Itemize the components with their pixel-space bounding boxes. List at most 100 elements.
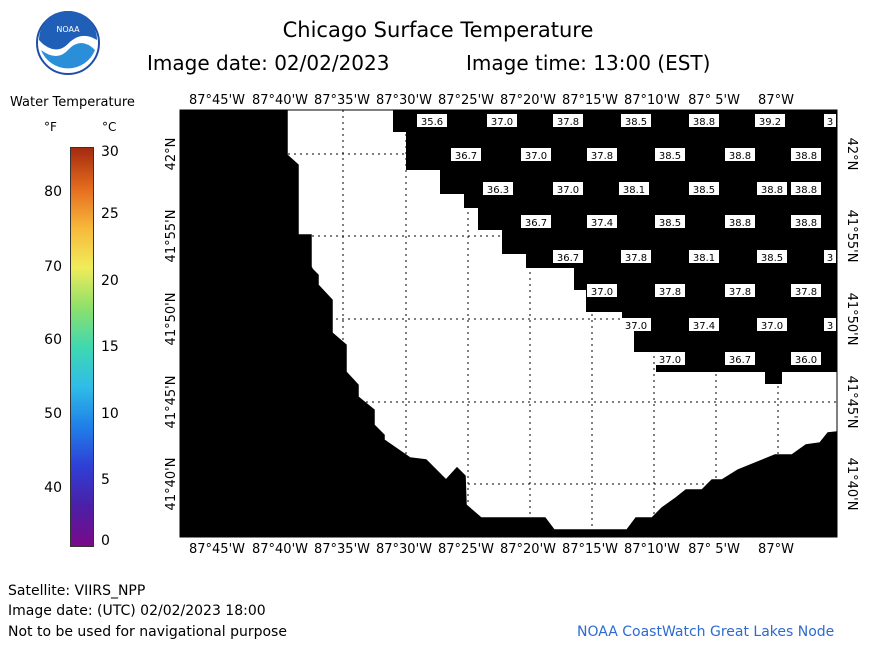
temperature-label: 3: [827, 321, 833, 332]
temperature-label-box: [791, 148, 821, 161]
lon-label: 87°10'W: [624, 93, 680, 108]
lon-label: 87°45'W: [189, 93, 245, 108]
temperature-label: 38.5: [625, 117, 647, 128]
lat-label: 41°45'N: [164, 376, 179, 429]
temperature-label-box: [553, 114, 583, 127]
temperature-label-box: [451, 148, 481, 161]
lon-label: 87°30'W: [376, 542, 432, 557]
city-marker: [303, 265, 313, 275]
temperature-label-box: [755, 114, 785, 127]
lon-label: 87°25'W: [438, 93, 494, 108]
lon-label: 87°15'W: [562, 542, 618, 557]
temperature-label-box: [655, 284, 685, 297]
tick-f: 40: [44, 480, 62, 496]
temperature-label: 37.4: [591, 218, 613, 229]
lat-label: 41°55'N: [164, 210, 179, 263]
noaa-logo: NOAA: [36, 11, 100, 75]
temperature-label: 38.8: [795, 185, 817, 196]
temperature-label-box: [689, 114, 719, 127]
temperature-label: 37.8: [659, 287, 681, 298]
temperature-colorbar: [70, 147, 94, 547]
lon-label: 87°15'W: [562, 93, 618, 108]
tick-f: 50: [44, 406, 62, 422]
temperature-label: 37.0: [625, 321, 647, 332]
temperature-label-box: [689, 318, 719, 331]
temperature-label-box: [725, 215, 755, 228]
lat-label: 41°45'N: [844, 376, 859, 429]
temperature-label: 36.0: [795, 355, 817, 366]
map-title: Chicago Surface Temperature: [282, 18, 594, 42]
tick-c: 25: [101, 206, 119, 222]
temperature-label: 37.8: [729, 287, 751, 298]
temperature-label: 38.8: [729, 151, 751, 162]
temperature-label-box: [725, 148, 755, 161]
lat-label: 41°50'N: [844, 293, 859, 346]
temperature-label-box: [521, 148, 551, 161]
lat-label: 41°40'N: [844, 458, 859, 511]
lon-label: 87°10'W: [624, 542, 680, 557]
tick-f: 60: [44, 332, 62, 348]
temperature-label-box: [824, 318, 836, 331]
tick-f: 70: [44, 259, 62, 275]
temperature-label-box: [587, 215, 617, 228]
temperature-label: 37.8: [795, 287, 817, 298]
temperature-label-box: [521, 215, 551, 228]
temperature-label-box: [757, 182, 787, 195]
city-label: Chicago: [235, 276, 299, 295]
temperature-label-box: [655, 215, 685, 228]
temperature-label-box: [824, 250, 836, 263]
temperature-label-box: [725, 284, 755, 297]
land-west: [180, 110, 837, 537]
lon-label: 87°35'W: [314, 93, 370, 108]
unit-fahrenheit: °F: [44, 120, 57, 134]
temperature-label-box: [757, 318, 787, 331]
temperature-label-box: [621, 250, 651, 263]
lon-label: 87°20'W: [500, 542, 556, 557]
coastline: [286, 110, 838, 531]
temperature-label: 38.1: [693, 253, 715, 264]
temperature-label-box: [791, 284, 821, 297]
tick-c: 15: [101, 339, 119, 355]
temperature-labels: 35.6 37.0 37.8 38.5 38.8 39.2 3 36.7 37.0 37.8 38.…: [417, 114, 836, 366]
temperature-label: 39.2: [759, 117, 781, 128]
temperature-label: 37.8: [625, 253, 647, 264]
temperature-label-box: [689, 182, 719, 195]
temperature-label-box: [621, 318, 651, 331]
temperature-label: 37.8: [557, 117, 579, 128]
temperature-label-box: [655, 148, 685, 161]
temperature-label: 36.7: [455, 151, 477, 162]
lat-labels: 42°N 41°55'N 41°50'N 41°45'N 41°40'N 42°…: [164, 138, 859, 511]
temperature-label-box: [655, 352, 685, 365]
temperature-label: 38.8: [729, 218, 751, 229]
tick-c: 0: [101, 533, 110, 549]
tick-c: 10: [101, 406, 119, 422]
lon-label: 87°45'W: [189, 542, 245, 557]
lat-label: 41°40'N: [164, 458, 179, 511]
lon-label: 87°W: [758, 93, 794, 108]
temperature-label: 37.0: [557, 185, 579, 196]
temperature-label: 36.7: [729, 355, 751, 366]
lon-label: 87° 5'W: [688, 542, 740, 557]
tick-c: 30: [101, 144, 119, 160]
temperature-label-box: [553, 182, 583, 195]
lon-label: 87°25'W: [438, 542, 494, 557]
credit: NOAA CoastWatch Great Lakes Node: [577, 624, 835, 640]
temperature-label: 38.8: [693, 117, 715, 128]
lon-label: 87°20'W: [500, 93, 556, 108]
temperature-label: 3: [827, 117, 833, 128]
temperature-label-box: [619, 182, 649, 195]
temperature-label: 37.0: [525, 151, 547, 162]
temperature-label: 35.6: [421, 117, 443, 128]
temperature-label-box: [791, 182, 821, 195]
lon-labels: 87°45'W 87°40'W 87°35'W 87°30'W 87°25'W …: [189, 93, 794, 557]
lon-label: 87° 5'W: [688, 93, 740, 108]
lake-water: [393, 110, 837, 384]
temperature-label: 37.4: [693, 321, 715, 332]
utc-date: Image date: (UTC) 02/02/2023 18:00: [8, 603, 266, 619]
lon-label: 87°40'W: [252, 542, 308, 557]
temperature-label: 36.3: [487, 185, 509, 196]
temperature-label-box: [791, 215, 821, 228]
temperature-label: 38.5: [761, 253, 783, 264]
temperature-label: 38.5: [659, 218, 681, 229]
